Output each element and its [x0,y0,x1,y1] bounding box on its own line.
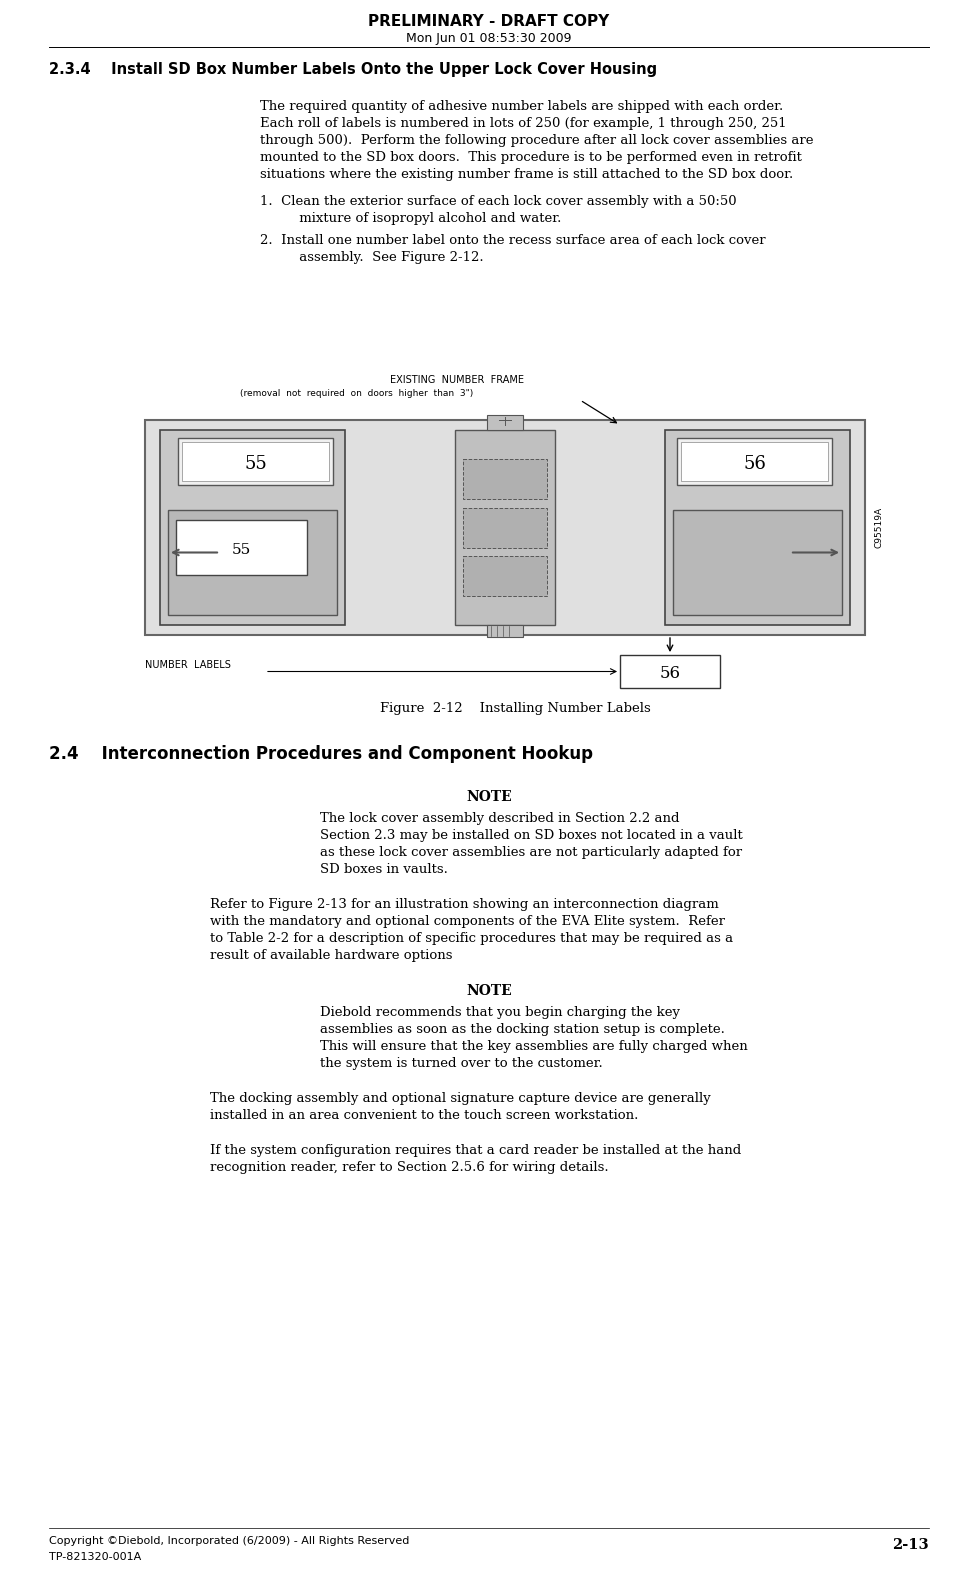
Bar [680,442,828,481]
Text: as these lock cover assemblies are not particularly adapted for: as these lock cover assemblies are not p… [319,846,742,858]
Bar [168,510,337,615]
Bar [487,625,523,638]
Text: with the mandatory and optional components of the EVA Elite system.  Refer: with the mandatory and optional componen… [210,915,724,928]
Bar [664,429,849,625]
Text: 55: 55 [244,454,267,472]
Text: 2.  Install one number label onto the recess surface area of each lock cover: 2. Install one number label onto the rec… [260,234,765,248]
Text: Section 2.3 may be installed on SD boxes not located in a vault: Section 2.3 may be installed on SD boxes… [319,828,742,843]
Text: mixture of isopropyl alcohol and water.: mixture of isopropyl alcohol and water. [277,211,561,226]
Bar [178,439,332,484]
Text: 2.3.4    Install SD Box Number Labels Onto the Upper Lock Cover Housing: 2.3.4 Install SD Box Number Labels Onto … [49,62,657,77]
Text: the system is turned over to the customer.: the system is turned over to the custome… [319,1057,602,1070]
Text: 2-13: 2-13 [891,1539,928,1553]
Text: through 500).  Perform the following procedure after all lock cover assemblies a: through 500). Perform the following proc… [260,134,813,147]
Text: installed in an area convenient to the touch screen workstation.: installed in an area convenient to the t… [210,1109,638,1122]
Text: NOTE: NOTE [466,791,511,805]
Text: NUMBER  LABELS: NUMBER LABELS [145,660,231,671]
Bar [619,655,719,688]
Text: NOTE: NOTE [466,985,511,997]
Text: to Table 2-2 for a description of specific procedures that may be required as a: to Table 2-2 for a description of specif… [210,933,733,945]
Bar [176,521,307,574]
Text: Copyright ©Diebold, Incorporated (6/2009) - All Rights Reserved: Copyright ©Diebold, Incorporated (6/2009… [49,1535,409,1546]
Bar [454,429,554,625]
Text: If the system configuration requires that a card reader be installed at the hand: If the system configuration requires tha… [210,1144,741,1157]
Text: Figure  2-12    Installing Number Labels: Figure 2-12 Installing Number Labels [380,702,650,715]
Text: The required quantity of adhesive number labels are shipped with each order.: The required quantity of adhesive number… [260,99,783,114]
Bar [462,557,546,596]
Bar [462,508,546,548]
Text: 1.  Clean the exterior surface of each lock cover assembly with a 50:50: 1. Clean the exterior surface of each lo… [260,196,736,208]
Text: Mon Jun 01 08:53:30 2009: Mon Jun 01 08:53:30 2009 [405,32,572,46]
Bar [462,459,546,499]
Bar [676,439,831,484]
Text: TP-821320-001A: TP-821320-001A [49,1553,141,1562]
Text: PRELIMINARY - DRAFT COPY: PRELIMINARY - DRAFT COPY [368,14,609,28]
Text: (removal  not  required  on  doors  higher  than  3"): (removal not required on doors higher th… [239,390,473,398]
Text: 55: 55 [232,543,251,557]
Text: EXISTING  NUMBER  FRAME: EXISTING NUMBER FRAME [390,376,524,385]
Bar [145,420,864,634]
Text: Diebold recommends that you begin charging the key: Diebold recommends that you begin chargi… [319,1007,679,1019]
Text: The docking assembly and optional signature capture device are generally: The docking assembly and optional signat… [210,1092,710,1105]
Text: The lock cover assembly described in Section 2.2 and: The lock cover assembly described in Sec… [319,813,679,825]
Text: 56: 56 [743,454,765,472]
Text: SD boxes in vaults.: SD boxes in vaults. [319,863,447,876]
Text: recognition reader, refer to Section 2.5.6 for wiring details.: recognition reader, refer to Section 2.5… [210,1161,608,1174]
Text: situations where the existing number frame is still attached to the SD box door.: situations where the existing number fra… [260,167,792,181]
Text: mounted to the SD box doors.  This procedure is to be performed even in retrofit: mounted to the SD box doors. This proced… [260,151,801,164]
Text: C95519A: C95519A [873,507,882,548]
Text: 56: 56 [658,664,680,682]
Text: 2.4    Interconnection Procedures and Component Hookup: 2.4 Interconnection Procedures and Compo… [49,745,592,764]
Text: assembly.  See Figure 2-12.: assembly. See Figure 2-12. [277,251,484,264]
Text: Refer to Figure 2-13 for an illustration showing an interconnection diagram: Refer to Figure 2-13 for an illustration… [210,898,718,911]
Text: assemblies as soon as the docking station setup is complete.: assemblies as soon as the docking statio… [319,1023,724,1037]
Bar [182,442,328,481]
Text: Each roll of labels is numbered in lots of 250 (for example, 1 through 250, 251: Each roll of labels is numbered in lots … [260,117,786,129]
Text: result of available hardware options: result of available hardware options [210,948,452,963]
Text: This will ensure that the key assemblies are fully charged when: This will ensure that the key assemblies… [319,1040,747,1053]
Bar [160,429,345,625]
Bar [672,510,841,615]
Bar [487,415,523,429]
